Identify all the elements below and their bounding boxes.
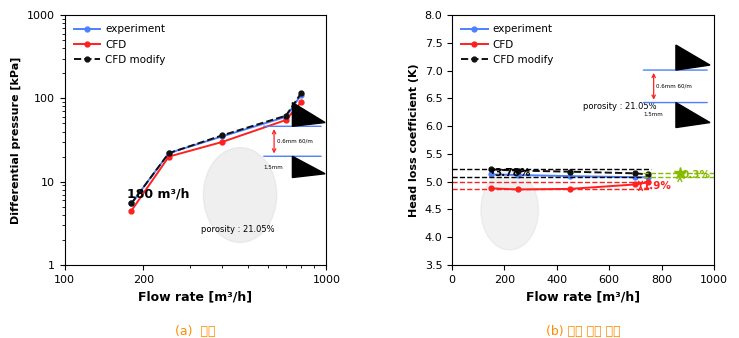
Text: 0.3%: 0.3% xyxy=(682,170,711,180)
CFD xyxy=(164,154,173,159)
Ellipse shape xyxy=(203,147,276,242)
experiment xyxy=(631,175,640,179)
Text: 0.6mm 60/m: 0.6mm 60/m xyxy=(656,84,692,89)
Polygon shape xyxy=(676,45,710,70)
Line: CFD modify: CFD modify xyxy=(489,167,651,177)
experiment xyxy=(296,93,305,97)
CFD modify xyxy=(282,114,290,118)
CFD modify xyxy=(644,172,653,176)
CFD modify xyxy=(487,167,496,171)
CFD modify xyxy=(296,91,305,95)
experiment xyxy=(487,172,496,176)
CFD xyxy=(218,140,227,144)
experiment xyxy=(218,134,227,138)
Line: CFD modify: CFD modify xyxy=(129,91,304,206)
X-axis label: Flow rate [m³/h]: Flow rate [m³/h] xyxy=(526,290,640,303)
X-axis label: Flow rate [m³/h]: Flow rate [m³/h] xyxy=(138,290,253,303)
CFD xyxy=(513,187,522,191)
Ellipse shape xyxy=(481,170,539,250)
Text: 1.5mm: 1.5mm xyxy=(264,165,283,170)
Line: experiment: experiment xyxy=(129,93,304,206)
Text: 3.78%: 3.78% xyxy=(495,168,531,178)
Line: CFD: CFD xyxy=(129,100,304,213)
Legend: experiment, CFD, CFD modify: experiment, CFD, CFD modify xyxy=(70,20,170,69)
Y-axis label: Head loss coefficient (K): Head loss coefficient (K) xyxy=(409,63,419,217)
CFD modify xyxy=(164,151,173,155)
CFD modify xyxy=(218,133,227,137)
Text: (b) 수두 손실 계수: (b) 수두 손실 계수 xyxy=(545,324,620,338)
Line: CFD: CFD xyxy=(489,180,651,192)
experiment xyxy=(644,175,653,179)
CFD xyxy=(631,183,640,187)
CFD xyxy=(282,118,290,122)
Text: porosity : 21.05%: porosity : 21.05% xyxy=(201,225,274,235)
Text: 180 m³/h: 180 m³/h xyxy=(128,188,190,200)
Polygon shape xyxy=(293,156,325,177)
experiment xyxy=(164,151,173,155)
CFD xyxy=(127,209,136,213)
Legend: experiment, CFD, CFD modify: experiment, CFD, CFD modify xyxy=(457,20,557,69)
CFD xyxy=(296,100,305,104)
experiment xyxy=(565,174,574,178)
Text: 1.5mm: 1.5mm xyxy=(643,112,663,117)
experiment xyxy=(513,173,522,177)
Text: 0.6mm 60/m: 0.6mm 60/m xyxy=(276,139,313,144)
CFD modify xyxy=(513,169,522,173)
CFD modify xyxy=(565,170,574,174)
CFD xyxy=(487,186,496,190)
Text: 1.9%: 1.9% xyxy=(643,181,672,191)
Polygon shape xyxy=(293,102,325,126)
experiment xyxy=(282,115,290,119)
Line: experiment: experiment xyxy=(489,172,651,180)
experiment xyxy=(127,201,136,205)
CFD modify xyxy=(127,201,136,205)
Y-axis label: Differential pressure [kPa]: Differential pressure [kPa] xyxy=(11,56,21,224)
Polygon shape xyxy=(676,102,710,127)
CFD modify xyxy=(631,171,640,175)
CFD xyxy=(644,180,653,184)
Text: porosity : 21.05%: porosity : 21.05% xyxy=(583,102,657,111)
CFD xyxy=(565,187,574,191)
Text: (a)  차압: (a) 차압 xyxy=(175,324,216,338)
